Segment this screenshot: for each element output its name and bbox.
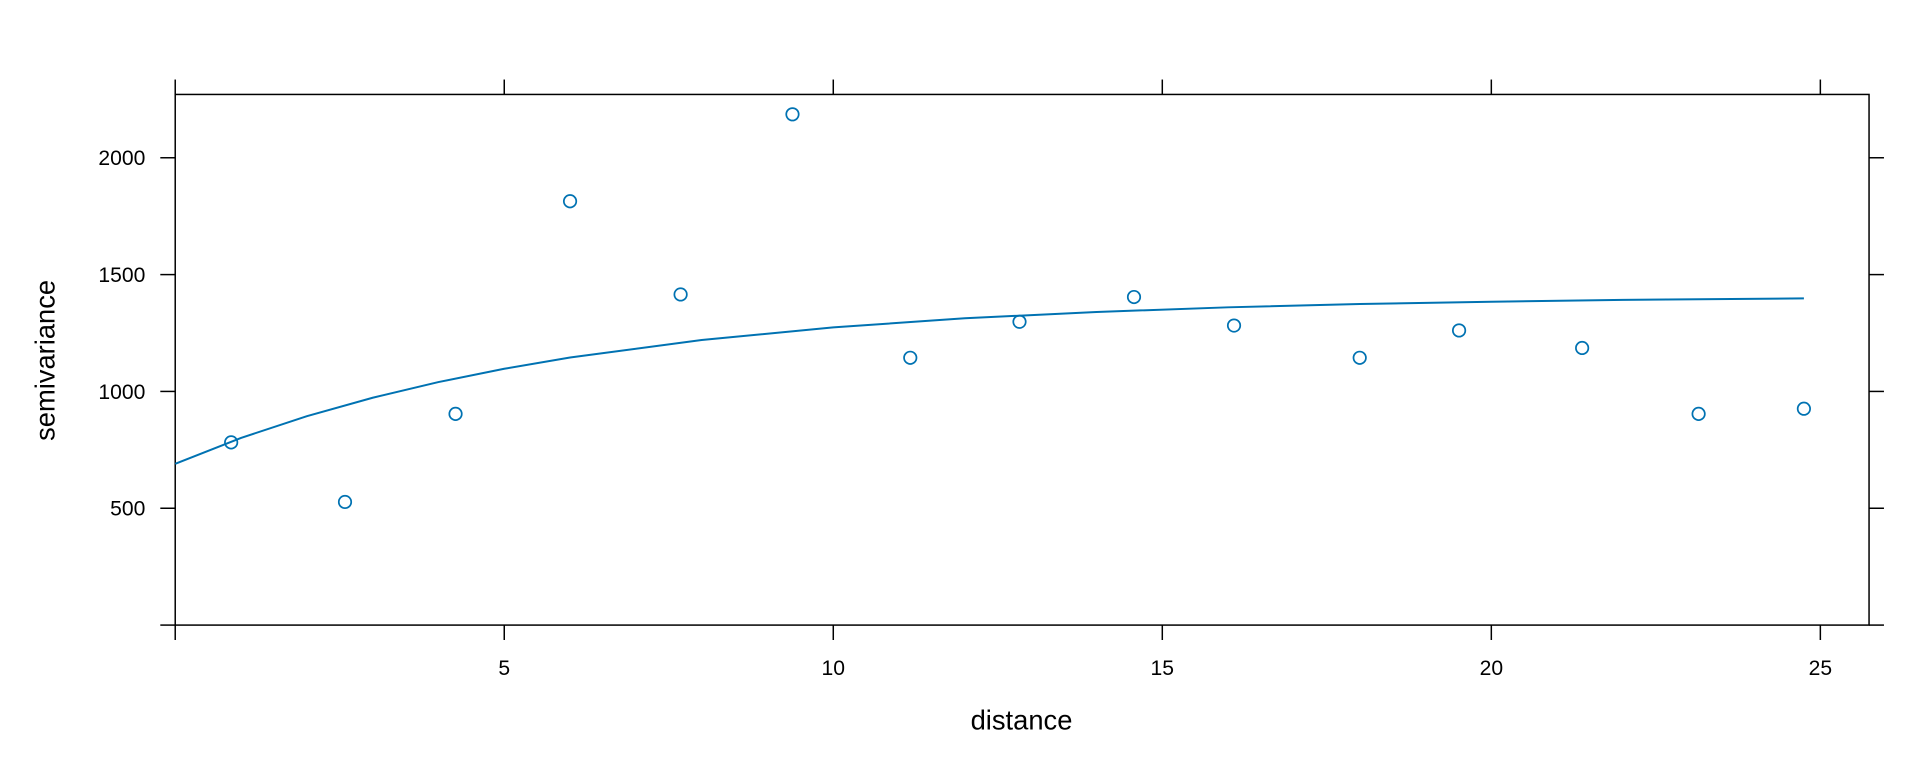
x-axis-label: distance <box>971 704 1073 735</box>
point <box>1691 406 1706 421</box>
x-tick-label: 20 <box>1480 657 1503 680</box>
x-tick-label: 10 <box>822 657 845 680</box>
point <box>785 107 800 122</box>
x-tick-label: 5 <box>498 657 510 680</box>
fitted-line <box>174 297 1804 465</box>
x-tick-label: 15 <box>1151 657 1174 680</box>
y-tick-label: 500 <box>110 498 145 521</box>
x-tick-label: 25 <box>1809 657 1832 680</box>
point <box>1226 318 1242 333</box>
y-tick-label: 1000 <box>98 381 145 404</box>
y-axis-label: semivariance <box>30 280 61 441</box>
point <box>673 287 688 302</box>
point <box>1126 289 1142 305</box>
point <box>1796 401 1811 416</box>
plot-frame <box>174 93 1870 626</box>
y-tick-label: 1500 <box>98 264 145 287</box>
point <box>1352 350 1367 365</box>
point <box>1012 314 1027 329</box>
y-tick-label: 2000 <box>98 147 145 170</box>
point <box>562 194 578 209</box>
point <box>1451 323 1467 338</box>
point <box>1575 340 1590 356</box>
point <box>448 406 463 421</box>
point <box>903 350 918 365</box>
point <box>224 435 239 450</box>
point <box>337 494 353 510</box>
